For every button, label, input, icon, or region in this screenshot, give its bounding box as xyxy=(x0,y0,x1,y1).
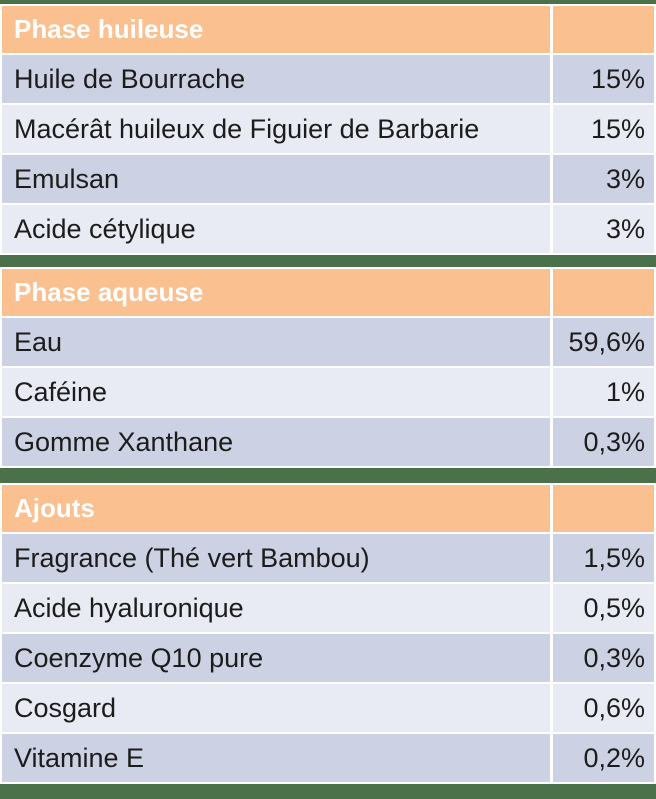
section-header-title: Phase aqueuse xyxy=(2,269,550,316)
percentage-cell: 3% xyxy=(553,205,654,253)
percentage-cell: 1% xyxy=(553,368,654,416)
table-row: Coenzyme Q10 pure 0,3% xyxy=(2,634,654,682)
table-row: Emulsan 3% xyxy=(2,155,654,203)
ingredient-cell: Vitamine E xyxy=(2,734,550,782)
section-header-phase-huileuse: Phase huileuse xyxy=(2,6,654,53)
ingredient-cell: Fragrance (Thé vert Bambou) xyxy=(2,534,550,582)
table-row: Acide cétylique 3% xyxy=(2,205,654,253)
table-row: Eau 59,6% xyxy=(2,318,654,366)
ingredient-cell: Caféine xyxy=(2,368,550,416)
ingredient-cell: Huile de Bourrache xyxy=(2,55,550,103)
table-row: Macérât huileux de Figuier de Barbarie 15… xyxy=(2,105,654,153)
section-header-value-cell xyxy=(553,269,654,316)
percentage-cell: 0,5% xyxy=(553,584,654,632)
ingredient-cell: Acide hyaluronique xyxy=(2,584,550,632)
table-row: Gomme Xanthane 0,3% xyxy=(2,418,654,466)
percentage-cell: 0,6% xyxy=(553,684,654,732)
percentage-cell: 0,2% xyxy=(553,734,654,782)
ingredient-cell: Emulsan xyxy=(2,155,550,203)
ingredient-cell: Gomme Xanthane xyxy=(2,418,550,466)
section-phase-aqueuse: Phase aqueuse Eau 59,6% Caféine 1% Gomme Xant… xyxy=(0,267,656,468)
percentage-cell: 15% xyxy=(553,55,654,103)
section-phase-huileuse: Phase huileuse Huile de Bourrache 15% Macér… xyxy=(0,4,656,255)
percentage-cell: 0,3% xyxy=(553,634,654,682)
table-row: Cosgard 0,6% xyxy=(2,684,654,732)
ingredient-cell: Acide cétylique xyxy=(2,205,550,253)
percentage-cell: 15% xyxy=(553,105,654,153)
table-sections: Phase huileuse Huile de Bourrache 15% Macér… xyxy=(0,4,656,784)
section-header-title: Phase huileuse xyxy=(2,6,550,53)
ingredient-cell: Cosgard xyxy=(2,684,550,732)
section-header-title: Ajouts xyxy=(2,485,550,532)
percentage-cell: 59,6% xyxy=(553,318,654,366)
percentage-cell: 1,5% xyxy=(553,534,654,582)
ingredient-cell: Macérât huileux de Figuier de Barbarie xyxy=(2,105,550,153)
table-row: Acide hyaluronique 0,5% xyxy=(2,584,654,632)
ingredient-cell: Eau xyxy=(2,318,550,366)
section-ajouts: Ajouts Fragrance (Thé vert Bambou) 1,5% Aci… xyxy=(0,483,656,784)
section-header-ajouts: Ajouts xyxy=(2,485,654,532)
section-header-value-cell xyxy=(553,6,654,53)
percentage-cell: 0,3% xyxy=(553,418,654,466)
section-header-phase-aqueuse: Phase aqueuse xyxy=(2,269,654,316)
table-row: Vitamine E 0,2% xyxy=(2,734,654,782)
table-row: Caféine 1% xyxy=(2,368,654,416)
section-header-value-cell xyxy=(553,485,654,532)
table-row: Fragrance (Thé vert Bambou) 1,5% xyxy=(2,534,654,582)
table-row: Huile de Bourrache 15% xyxy=(2,55,654,103)
ingredient-cell: Coenzyme Q10 pure xyxy=(2,634,550,682)
percentage-cell: 3% xyxy=(553,155,654,203)
